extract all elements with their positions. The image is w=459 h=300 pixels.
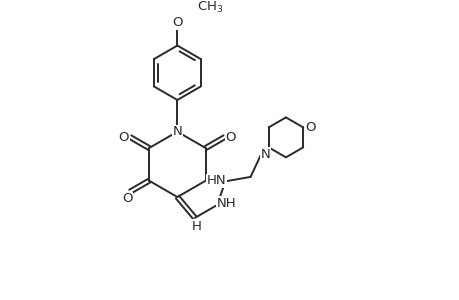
Text: O: O — [172, 16, 182, 29]
Text: O: O — [305, 121, 315, 134]
Text: HN: HN — [206, 174, 226, 187]
Text: CH$_3$: CH$_3$ — [197, 0, 224, 15]
Text: O: O — [118, 131, 129, 144]
Text: O: O — [225, 131, 235, 144]
Text: N: N — [261, 148, 270, 161]
Text: O: O — [122, 192, 133, 205]
Text: NH: NH — [217, 197, 236, 210]
Text: N: N — [172, 125, 182, 138]
Text: H: H — [191, 220, 201, 232]
